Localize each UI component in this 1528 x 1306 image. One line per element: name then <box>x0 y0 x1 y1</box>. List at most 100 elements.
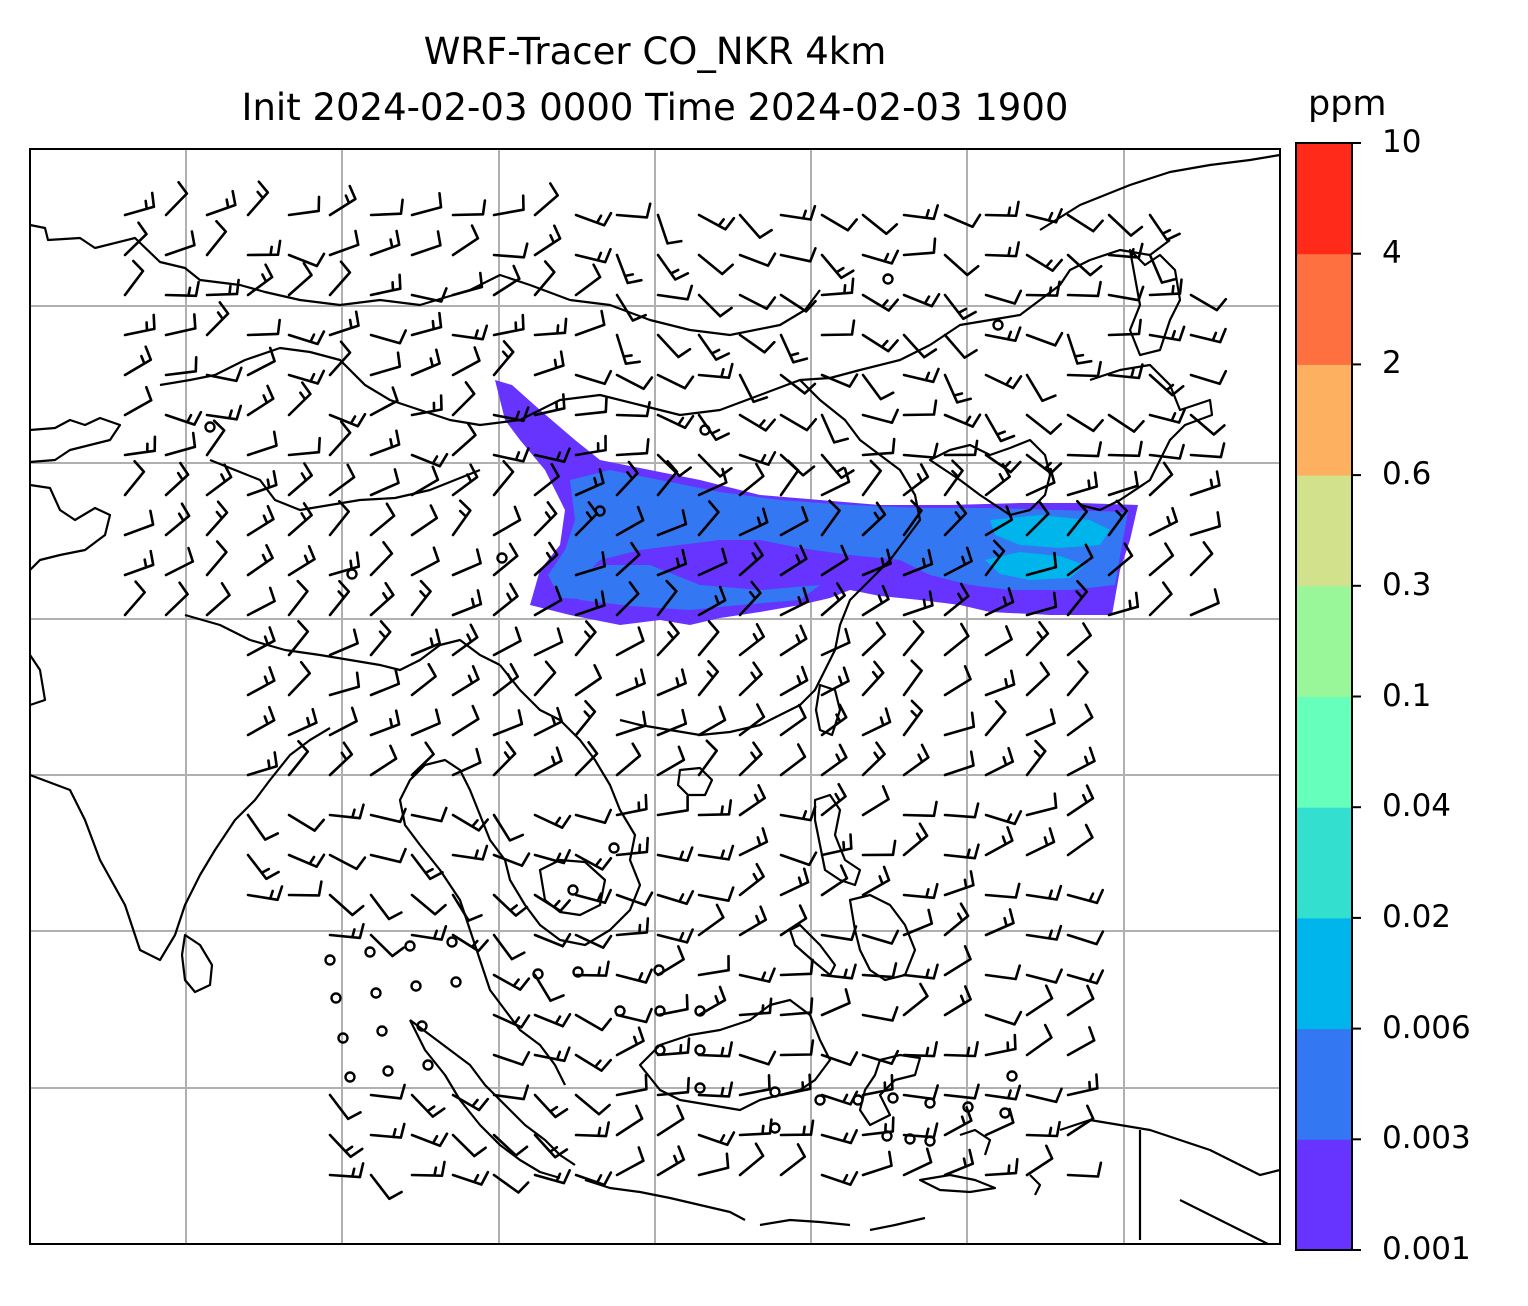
wind-barb-9 <box>492 194 525 217</box>
wind-barb-415 <box>861 839 897 857</box>
wind-barb-356 <box>1025 708 1056 737</box>
wind-barb-189 <box>205 463 233 497</box>
wind-barb-513 <box>615 1073 648 1097</box>
wind-barb-234 <box>943 501 968 537</box>
wind-barb-141 <box>451 381 476 417</box>
wind-barb-29 <box>246 239 282 257</box>
wind-barb-482 <box>738 997 773 1017</box>
wind-barb-79 <box>123 313 156 337</box>
coast-sri-lanka <box>180 933 214 994</box>
wind-barb-348 <box>697 705 727 737</box>
wind-barb-526 <box>369 1122 406 1139</box>
wind-barb-2 <box>205 189 237 217</box>
wind-barb-407 <box>533 849 571 865</box>
wind-barb-477 <box>533 1012 572 1028</box>
wind-barb-21 <box>984 200 1020 217</box>
wind-barb-25 <box>1148 213 1181 242</box>
wind-barb-250 <box>492 542 519 577</box>
wind-barb-63 <box>574 263 602 297</box>
wind-barb-377 <box>1025 739 1047 777</box>
coast-japan <box>1079 363 1214 512</box>
wind-barb-294 <box>1189 588 1220 617</box>
calm-circle-17 <box>532 968 544 980</box>
wind-barb-31 <box>328 229 360 257</box>
wind-barb-543 <box>1066 1104 1095 1137</box>
wind-barb-338 <box>287 707 318 737</box>
wind-barb-522 <box>984 1084 1022 1101</box>
wind-barb-81 <box>205 301 230 337</box>
wind-barb-417 <box>943 843 980 860</box>
calm-circle-29 <box>382 1065 394 1077</box>
wind-barb-251 <box>533 541 559 577</box>
wind-barb-452 <box>738 905 768 937</box>
wind-barb-525 <box>328 1133 364 1159</box>
colorbar-label-3: 0.02 <box>1382 898 1452 935</box>
calm-circle-14 <box>370 987 382 999</box>
wind-barb-492 <box>533 1046 571 1063</box>
wind-barb-426 <box>451 893 483 922</box>
wind-barb-395 <box>902 800 938 818</box>
wind-barb-517 <box>779 1073 812 1097</box>
wind-barb-268 <box>123 580 146 617</box>
wind-barb-529 <box>492 1133 529 1157</box>
colorbar-label-10: 10 <box>1382 124 1422 160</box>
wind-barb-97 <box>861 333 899 353</box>
colorbar-segment-2 <box>1296 917 1352 1030</box>
wind-barb-349 <box>738 703 766 737</box>
wind-barb-357 <box>1066 703 1094 737</box>
wind-barb-372 <box>820 743 848 777</box>
wind-barb-439 <box>984 882 1021 899</box>
wind-barb-416 <box>902 822 929 857</box>
calm-circle-1 <box>992 319 1004 331</box>
wind-barb-558 <box>902 1147 933 1177</box>
wind-barb-475 <box>1066 969 1105 985</box>
calm-circle-36 <box>924 1097 936 1109</box>
wind-barb-540 <box>943 1106 973 1137</box>
calm-circle-5 <box>496 552 508 564</box>
wind-barb-110 <box>287 369 326 385</box>
wind-barb-214 <box>123 509 155 537</box>
wind-barb-340 <box>369 709 401 737</box>
wind-barb-266 <box>1148 542 1175 577</box>
wind-barb-421 <box>246 885 284 902</box>
calm-circle-22 <box>416 1020 428 1032</box>
wind-barb-400 <box>246 853 280 881</box>
wind-barb-354 <box>943 711 976 737</box>
wind-barb-184 <box>1107 440 1143 458</box>
wind-barb-205 <box>861 459 882 497</box>
calm-circle-6 <box>346 568 358 580</box>
wind-barb-102 <box>1066 333 1093 365</box>
wind-barb-112 <box>369 351 402 377</box>
wind-barb-323 <box>533 660 557 697</box>
wind-barb-223 <box>492 505 522 537</box>
wind-barb-231 <box>820 499 841 537</box>
wind-barb-329 <box>779 665 809 697</box>
wind-barb-473 <box>984 964 1021 981</box>
wind-barb-306 <box>697 620 720 657</box>
wind-barb-140 <box>410 394 443 417</box>
border-mongolia <box>519 344 931 421</box>
wind-barb-14 <box>697 213 736 231</box>
wind-barb-486 <box>902 982 929 1017</box>
wind-barb-232 <box>861 501 887 537</box>
wind-barb-74 <box>1025 280 1061 297</box>
coast-china-east <box>619 379 922 737</box>
wind-barb-117 <box>574 369 613 386</box>
wind-barb-62 <box>533 260 556 297</box>
wind-barb-562 <box>1066 1161 1103 1178</box>
wind-barb-64 <box>615 293 647 322</box>
wind-barb-493 <box>574 1053 612 1072</box>
border-central-asia <box>159 346 521 427</box>
wind-barb-55 <box>246 263 274 297</box>
wind-barb-423 <box>328 893 365 917</box>
colorbar-label-8: 2 <box>1382 345 1402 382</box>
wind-barb-402 <box>328 853 367 871</box>
wind-barb-106 <box>123 345 153 377</box>
colorbar-segment-7 <box>1296 364 1352 476</box>
calm-circle-10 <box>364 946 376 958</box>
wind-barb-38 <box>615 253 643 285</box>
wind-barb-27 <box>164 230 196 257</box>
wind-barb-312 <box>943 622 970 657</box>
border-himalaya <box>184 613 501 672</box>
wind-barb-549 <box>533 1169 571 1185</box>
